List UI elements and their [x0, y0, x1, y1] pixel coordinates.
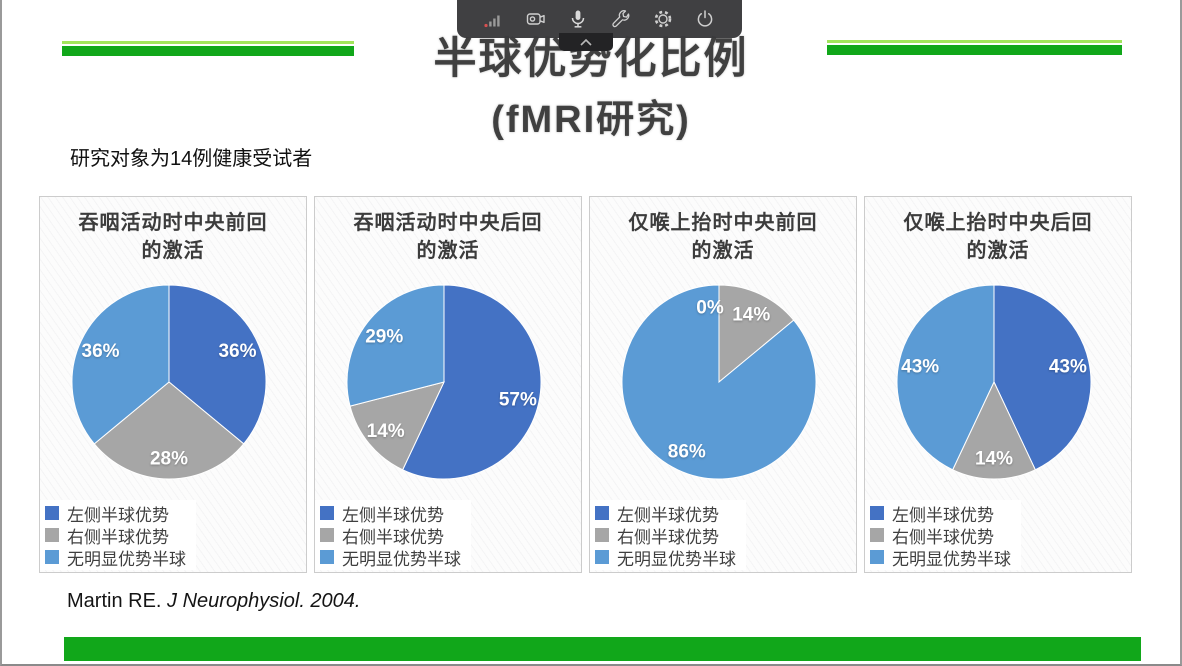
- pie-slice-1: [993, 284, 1092, 471]
- pie-data-label: 57%: [499, 390, 537, 411]
- camera-icon[interactable]: [525, 8, 547, 30]
- legend-swatch-icon: [45, 506, 59, 520]
- chart-title: 仅喉上抬时中央后回 的激活: [903, 212, 1093, 262]
- chart-legend: 左侧半球优势 右侧半球优势 无明显优势半球: [315, 500, 471, 570]
- legend-label: 左侧半球优势: [67, 505, 169, 525]
- microphone-icon[interactable]: [567, 8, 589, 30]
- pie-data-label: 14%: [732, 305, 770, 326]
- power-icon[interactable]: [694, 8, 716, 30]
- legend-swatch-icon: [320, 528, 334, 542]
- pie-data-label: 28%: [150, 449, 188, 470]
- slide-title-line2: (fMRI研究): [491, 99, 691, 141]
- legend-label: 右侧半球优势: [67, 527, 169, 547]
- legend-item: 无明显优势半球: [320, 546, 461, 569]
- chart-title: 吞咽活动时中央后回 的激活: [353, 212, 543, 262]
- chart-legend: 左侧半球优势 右侧半球优势 无明显优势半球: [865, 500, 1021, 570]
- chart-panel-1: 吞咽活动时中央前回 的激活 36% 28% 36% 左侧半球优势 右侧半球优势 无明显优势半球: [39, 196, 307, 573]
- pie-chart: 43% 14% 43%: [896, 284, 1092, 480]
- legend-swatch-icon: [595, 528, 609, 542]
- pie-chart: 0% 14% 86%: [621, 284, 817, 480]
- pie-slice-2: [718, 284, 795, 384]
- legend-item: 无明显优势半球: [45, 546, 186, 569]
- legend-item: 无明显优势半球: [870, 546, 1011, 569]
- chart-legend: 左侧半球优势 右侧半球优势 无明显优势半球: [40, 500, 196, 570]
- pie-slice-1: [168, 284, 267, 445]
- legend-item: 右侧半球优势: [320, 524, 461, 547]
- legend-label: 无明显优势半球: [342, 549, 461, 569]
- pie-slice-2: [93, 381, 245, 480]
- pie-data-label: 36%: [82, 341, 120, 362]
- legend-swatch-icon: [870, 550, 884, 564]
- chart-panel-3: 仅喉上抬时中央前回 的激活 0% 14% 86% 左侧半球优势 右侧半球优势 无明显优势半球: [589, 196, 857, 573]
- legend-item: 左侧半球优势: [870, 502, 1011, 525]
- legend-label: 左侧半球优势: [617, 505, 719, 525]
- pie-chart: 36% 28% 36%: [71, 284, 267, 480]
- chart-title: 仅喉上抬时中央前回 的激活: [628, 212, 818, 262]
- pie-data-label: 14%: [367, 421, 405, 442]
- legend-swatch-icon: [595, 550, 609, 564]
- toolbar-collapse-button[interactable]: [559, 33, 613, 51]
- accent-bar-top-right: [827, 45, 1122, 55]
- accent-bar-bottom: [64, 637, 1141, 661]
- chart-panels-row: 吞咽活动时中央前回 的激活 36% 28% 36% 左侧半球优势 右侧半球优势 无明显优势半球…: [39, 196, 1132, 573]
- legend-item: 左侧半球优势: [45, 502, 186, 525]
- screen-share-toolbar: [457, 0, 742, 38]
- citation-author: Martin RE.: [67, 590, 168, 612]
- legend-label: 右侧半球优势: [617, 527, 719, 547]
- pie-data-label: 14%: [975, 449, 1013, 470]
- signal-strength-icon[interactable]: [483, 8, 505, 30]
- legend-item: 左侧半球优势: [320, 502, 461, 525]
- pie-slice-2: [952, 380, 1036, 480]
- pie-data-label: 43%: [901, 356, 939, 377]
- pie-slice-2: [349, 381, 445, 471]
- pie-slice-1: [402, 284, 542, 480]
- pie-chart: 57% 14% 29%: [346, 284, 542, 480]
- legend-label: 左侧半球优势: [342, 505, 444, 525]
- citation: Martin RE. J Neurophysiol. 2004.: [67, 590, 360, 613]
- pie-slice-3: [896, 284, 995, 471]
- legend-swatch-icon: [320, 506, 334, 520]
- legend-swatch-icon: [320, 550, 334, 564]
- pie-data-label: 29%: [365, 327, 403, 348]
- chart-title: 吞咽活动时中央前回 的激活: [78, 212, 268, 262]
- legend-item: 左侧半球优势: [595, 502, 736, 525]
- legend-swatch-icon: [45, 528, 59, 542]
- wrench-icon[interactable]: [610, 8, 632, 30]
- legend-swatch-icon: [870, 506, 884, 520]
- citation-journal: J Neurophysiol. 2004.: [167, 590, 361, 612]
- pie-slice-3: [621, 284, 817, 480]
- settings-gear-icon[interactable]: [652, 8, 674, 30]
- pie-slice-3: [71, 284, 170, 445]
- accent-bar-top-left-light: [62, 41, 354, 44]
- collapse-chevron-icon: [580, 38, 592, 46]
- pie-data-label: 86%: [668, 441, 706, 462]
- pie-slice-3: [346, 284, 445, 407]
- legend-label: 无明显优势半球: [892, 549, 1011, 569]
- legend-swatch-icon: [870, 528, 884, 542]
- legend-swatch-icon: [595, 506, 609, 520]
- legend-item: 右侧半球优势: [870, 524, 1011, 547]
- pie-data-label: 36%: [218, 341, 256, 362]
- legend-item: 右侧半球优势: [595, 524, 736, 547]
- pie-data-label: 0%: [696, 297, 724, 318]
- legend-label: 右侧半球优势: [892, 527, 994, 547]
- legend-label: 无明显优势半球: [67, 549, 186, 569]
- accent-bar-top-left: [62, 46, 354, 56]
- legend-item: 右侧半球优势: [45, 524, 186, 547]
- legend-label: 左侧半球优势: [892, 505, 994, 525]
- study-subject-text: 研究对象为14例健康受试者: [70, 148, 313, 170]
- legend-item: 无明显优势半球: [595, 546, 736, 569]
- legend-label: 右侧半球优势: [342, 527, 444, 547]
- chart-panel-4: 仅喉上抬时中央后回 的激活 43% 14% 43% 左侧半球优势 右侧半球优势 无明显优势半球: [864, 196, 1132, 573]
- pie-data-label: 43%: [1049, 356, 1087, 377]
- chart-panel-2: 吞咽活动时中央后回 的激活 57% 14% 29% 左侧半球优势 右侧半球优势 无明显优势半球: [314, 196, 582, 573]
- legend-swatch-icon: [45, 550, 59, 564]
- legend-label: 无明显优势半球: [617, 549, 736, 569]
- chart-legend: 左侧半球优势 右侧半球优势 无明显优势半球: [590, 500, 746, 570]
- accent-bar-top-right-light: [827, 40, 1122, 43]
